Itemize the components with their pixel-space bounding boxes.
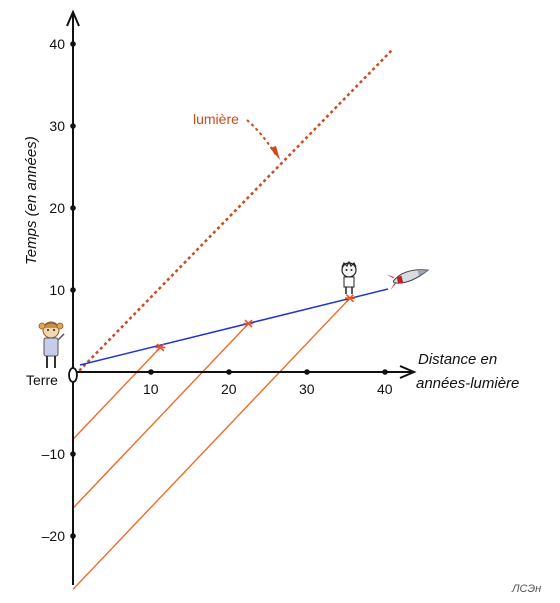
- x-tick-label: 10: [143, 381, 159, 397]
- light-label: lumière: [193, 111, 239, 127]
- event-marker: [155, 343, 166, 352]
- rocket-worldline: [79, 288, 389, 366]
- rocket-icon: [386, 269, 430, 290]
- x-tick-label: 30: [299, 381, 315, 397]
- x-tick-dot: [148, 369, 154, 375]
- y-tick-dot: [70, 205, 76, 211]
- rocket-observer-figure: [341, 260, 357, 294]
- x-tick-dot: [304, 369, 310, 375]
- y-tick-label: –20: [42, 528, 66, 544]
- y-tick-label: 10: [49, 282, 65, 298]
- y-axis-arrow: [66, 9, 80, 27]
- signal-line: [72, 346, 161, 440]
- x-axis-label-line1: Distance en: [418, 351, 497, 368]
- earth-observer-figure: [38, 321, 65, 368]
- event-marker: [344, 294, 355, 303]
- x-tick-label: 40: [377, 381, 393, 397]
- axes: [66, 9, 417, 585]
- x-tick-dot: [226, 369, 232, 375]
- origin-label: Terre: [26, 372, 58, 388]
- signal-lines: [72, 297, 351, 590]
- y-axis-label: Temps (en années): [23, 136, 40, 265]
- signal-line: [72, 297, 351, 590]
- x-ticks: 10 20 30 40: [143, 369, 393, 397]
- y-tick-dot: [70, 451, 76, 457]
- x-axis-arrow: [399, 365, 417, 379]
- y-tick-dot: [70, 287, 76, 293]
- y-tick-label: 20: [49, 200, 65, 216]
- signal-line: [72, 323, 250, 509]
- y-ticks: 40 30 20 10 –10 –20: [42, 36, 76, 544]
- y-tick-label: –10: [42, 446, 66, 462]
- x-tick-dot: [382, 369, 388, 375]
- x-tick-label: 20: [221, 381, 237, 397]
- y-tick-label: 30: [49, 118, 65, 134]
- event-markers: [155, 294, 355, 352]
- y-tick-dot: [70, 123, 76, 129]
- y-tick-dot: [70, 41, 76, 47]
- event-marker: [243, 319, 254, 328]
- light-worldline: [74, 49, 393, 376]
- light-label-arrowhead: [270, 146, 280, 160]
- x-axis-label-line2: années-lumière: [416, 375, 519, 392]
- origin-marker: [68, 367, 78, 383]
- signature: ЛСЭн: [511, 583, 541, 595]
- y-tick-dot: [70, 533, 76, 539]
- y-tick-label: 40: [49, 36, 65, 52]
